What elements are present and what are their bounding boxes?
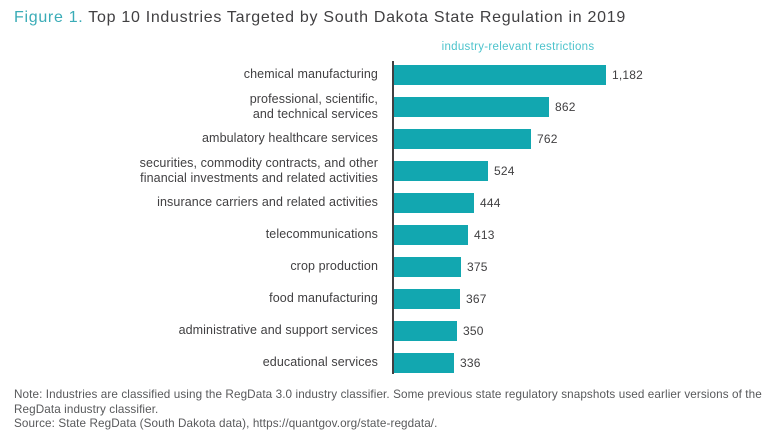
bar-row: crop production 375 [0, 251, 768, 283]
bar-group: 413 [394, 225, 495, 245]
value-label: 762 [537, 132, 558, 146]
category-label: telecommunications [265, 227, 378, 242]
bar [394, 97, 549, 117]
category-label: administrative and support services [178, 323, 378, 338]
bar [394, 129, 531, 149]
category-label: educational services [262, 355, 378, 370]
bar-row: food manufacturing 367 [0, 283, 768, 315]
bar-rows: chemical manufacturing 1,182 professional,… [0, 59, 768, 379]
bar-row: educational services 336 [0, 347, 768, 379]
value-label: 413 [474, 228, 495, 242]
bar-row: professional, scientific, and technical s… [0, 91, 768, 123]
source-text: Source: State RegData (South Dakota data… [14, 417, 438, 431]
bar-group: 367 [394, 289, 487, 309]
bar-row: ambulatory healthcare services 762 [0, 123, 768, 155]
series-label: industry-relevant restrictions [441, 41, 595, 53]
bar-row: telecommunications 413 [0, 219, 768, 251]
figure-title-text: Top 10 Industries Targeted by South Dako… [83, 9, 626, 26]
value-label: 1,182 [612, 68, 644, 82]
footnotes: Note: Industries are classified using th… [14, 388, 762, 432]
bar-group: 375 [394, 257, 488, 277]
bar [394, 321, 457, 341]
bar-group: 350 [394, 321, 484, 341]
value-label: 336 [460, 356, 481, 370]
bar-row: chemical manufacturing 1,182 [0, 59, 768, 91]
bar [394, 257, 461, 277]
category-label: ambulatory healthcare services [202, 131, 378, 146]
bar [394, 289, 460, 309]
category-label: chemical manufacturing [243, 67, 378, 82]
bar-group: 444 [394, 193, 501, 213]
bar [394, 225, 468, 245]
value-label: 862 [555, 100, 576, 114]
bar-row: securities, commodity contracts, and oth… [0, 155, 768, 187]
value-label: 444 [480, 196, 501, 210]
category-label: food manufacturing [269, 291, 378, 306]
bar-group: 862 [394, 97, 576, 117]
bar-row: administrative and support services 350 [0, 315, 768, 347]
bar-group: 1,182 [394, 65, 643, 85]
figure-number: Figure 1. [14, 9, 84, 26]
bar [394, 193, 474, 213]
y-axis-line [392, 61, 394, 374]
figure-title: Figure 1. Top 10 Industries Targeted by … [14, 9, 626, 27]
bar-row: insurance carriers and related activitie… [0, 187, 768, 219]
bar-group: 336 [394, 353, 481, 373]
bar-group: 524 [394, 161, 515, 181]
category-label: crop production [290, 259, 378, 274]
bar [394, 65, 606, 85]
value-label: 367 [466, 292, 487, 306]
category-label: professional, scientific, and technical s… [249, 91, 378, 122]
bar-group: 762 [394, 129, 558, 149]
bar [394, 353, 454, 373]
category-label: securities, commodity contracts, and oth… [139, 155, 378, 186]
value-label: 524 [494, 164, 515, 178]
value-label: 375 [467, 260, 488, 274]
bar [394, 161, 488, 181]
category-label: insurance carriers and related activitie… [157, 195, 378, 210]
value-label: 350 [463, 324, 484, 338]
note-text: Note: Industries are classified using th… [14, 388, 762, 416]
